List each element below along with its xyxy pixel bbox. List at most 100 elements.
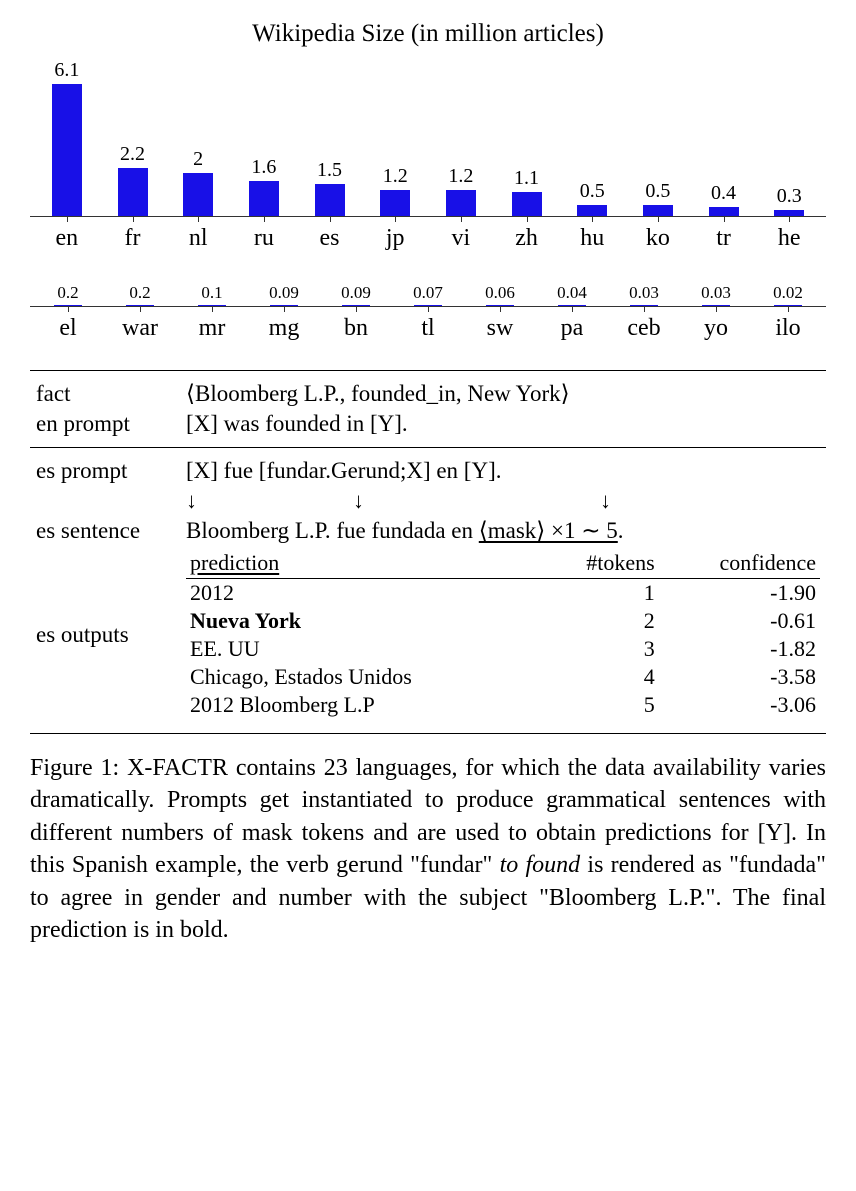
chart-title: Wikipedia Size (in million articles) [30, 20, 826, 48]
arrows: ↓ ↓ ↓ [186, 488, 820, 514]
axis-label: el [32, 315, 104, 342]
es-prompt-label: es prompt [36, 458, 186, 484]
axis-tick [264, 216, 265, 222]
bar [577, 205, 607, 216]
bar-cell: 0.2 [32, 283, 104, 306]
confidence-cell: -0.61 [659, 607, 820, 635]
bar-cell: 2 [165, 148, 231, 216]
bar-cell: 0.2 [104, 283, 176, 306]
axis-tick [789, 216, 790, 222]
axis-label: jp [362, 225, 428, 252]
bar-value-label: 1.2 [383, 165, 408, 188]
bar-value-label: 1.2 [448, 165, 473, 188]
bar [315, 184, 345, 216]
es-sentence-mask: ⟨mask⟩ ×1 ∼ 5 [479, 518, 618, 543]
tokens-cell: 1 [541, 579, 659, 608]
es-sentence-prefix: Bloomberg L.P. fue fundada en [186, 518, 479, 543]
axis-label: nl [165, 225, 231, 252]
es-sentence-label: es sentence [36, 518, 186, 544]
bar-cell: 1.1 [494, 167, 560, 216]
bar-cell: 0.09 [320, 283, 392, 306]
chart-1: 6.12.221.61.51.21.21.10.50.50.40.3 enfrn… [30, 56, 826, 252]
bar-cell: 1.2 [428, 165, 494, 216]
axis-tick [658, 216, 659, 222]
bar [118, 168, 148, 216]
bar-cell: 2.2 [100, 143, 166, 216]
axis-label: zh [494, 225, 560, 252]
bar-value-label: 0.5 [645, 180, 670, 203]
arrow-icon: ↓ [353, 488, 364, 513]
confidence-cell: -3.06 [659, 691, 820, 719]
bar-cell: 0.4 [691, 182, 757, 216]
axis-label: mg [248, 315, 320, 342]
bar-cell: 1.2 [362, 165, 428, 216]
bar-cell: 1.5 [297, 159, 363, 216]
arrow-icon: ↓ [186, 488, 197, 513]
bar-value-label: 0.06 [485, 283, 515, 303]
bar-value-label: 0.03 [629, 283, 659, 303]
bar-cell: 0.5 [559, 180, 625, 216]
axis-label: vi [428, 225, 494, 252]
bar-cell: 0.03 [680, 283, 752, 306]
bar-cell: 0.06 [464, 283, 536, 306]
axis-tick [330, 216, 331, 222]
axis-tick [592, 216, 593, 222]
bar-cell: 0.02 [752, 283, 824, 306]
axis-tick [284, 306, 285, 312]
axis-tick [500, 306, 501, 312]
axis-tick [68, 306, 69, 312]
prediction-cell: EE. UU [186, 635, 541, 663]
axis-tick [644, 306, 645, 312]
bar-value-label: 2 [193, 148, 203, 171]
table-row: EE. UU3-1.82 [186, 635, 820, 663]
axis-label: en [34, 225, 100, 252]
bar-value-label: 0.3 [777, 185, 802, 208]
axis-tick [67, 216, 68, 222]
confidence-cell: -3.58 [659, 663, 820, 691]
prediction-cell: Chicago, Estados Unidos [186, 663, 541, 691]
tokens-cell: 2 [541, 607, 659, 635]
bar-value-label: 2.2 [120, 143, 145, 166]
axis-tick [527, 216, 528, 222]
prediction-cell: Nueva York [186, 607, 541, 635]
bar-value-label: 0.09 [341, 283, 371, 303]
axis-label: tr [691, 225, 757, 252]
es-sentence-value: Bloomberg L.P. fue fundada en ⟨mask⟩ ×1 … [186, 518, 820, 544]
bar [380, 190, 410, 216]
bar-value-label: 0.2 [129, 283, 150, 303]
bar [512, 192, 542, 216]
axis-label: sw [464, 315, 536, 342]
axis-tick [461, 216, 462, 222]
bar-value-label: 1.6 [251, 156, 276, 179]
bar-cell: 6.1 [34, 59, 100, 216]
bar [446, 190, 476, 216]
table-row: 20121-1.90 [186, 579, 820, 608]
axis-label: ilo [752, 315, 824, 342]
axis-tick [724, 216, 725, 222]
bar-value-label: 0.4 [711, 182, 736, 205]
bar-value-label: 0.2 [57, 283, 78, 303]
bar-value-label: 0.04 [557, 283, 587, 303]
prediction-cell: 2012 Bloomberg L.P [186, 691, 541, 719]
bar-cell: 0.3 [756, 185, 822, 216]
bar-value-label: 0.09 [269, 283, 299, 303]
tokens-cell: 4 [541, 663, 659, 691]
es-prompt-value: [X] fue [fundar.Gerund;X] en [Y]. [186, 458, 820, 484]
tokens-cell: 5 [541, 691, 659, 719]
table-row: Chicago, Estados Unidos4-3.58 [186, 663, 820, 691]
bar-value-label: 0.1 [201, 283, 222, 303]
en-prompt-label: en prompt [36, 411, 186, 437]
axis-label: ru [231, 225, 297, 252]
tokens-header: #tokens [541, 550, 659, 579]
es-sentence-suffix: . [618, 518, 624, 543]
axis-label: es [297, 225, 363, 252]
bar [183, 173, 213, 216]
axis-label: bn [320, 315, 392, 342]
axis-label: fr [100, 225, 166, 252]
predictions-table: prediction #tokens confidence 20121-1.90… [186, 550, 820, 719]
axis-label: ko [625, 225, 691, 252]
conf-header: confidence [659, 550, 820, 579]
axis-tick [140, 306, 141, 312]
axis-tick [572, 306, 573, 312]
table-row: 2012 Bloomberg L.P5-3.06 [186, 691, 820, 719]
